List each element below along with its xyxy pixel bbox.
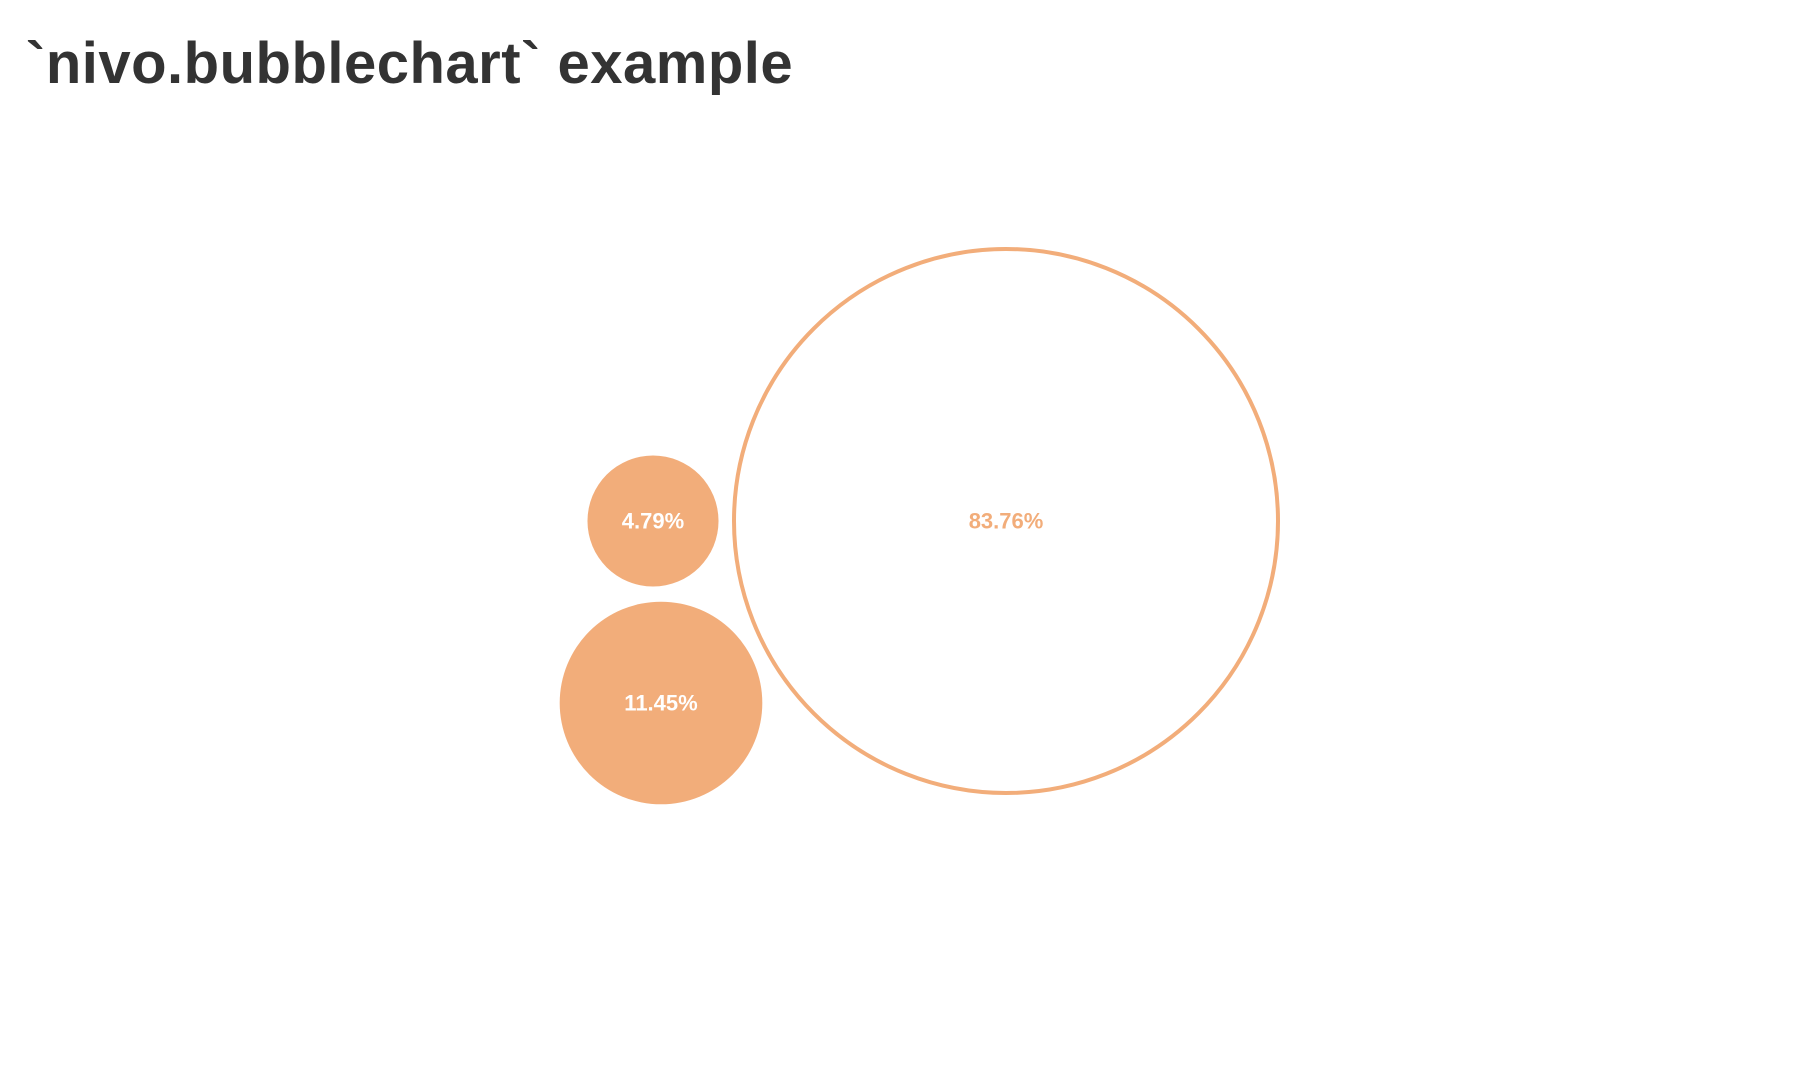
bubble-4.79%[interactable] — [587, 455, 719, 587]
bubble-label: 11.45% — [624, 691, 697, 716]
bubble-label: 83.76% — [969, 509, 1044, 534]
bubble-label: 4.79% — [622, 509, 684, 534]
page-title: `nivo.bubblechart` example — [26, 31, 794, 96]
bubble-83.76%[interactable] — [732, 247, 1280, 795]
bubble-11.45%[interactable] — [559, 601, 763, 805]
